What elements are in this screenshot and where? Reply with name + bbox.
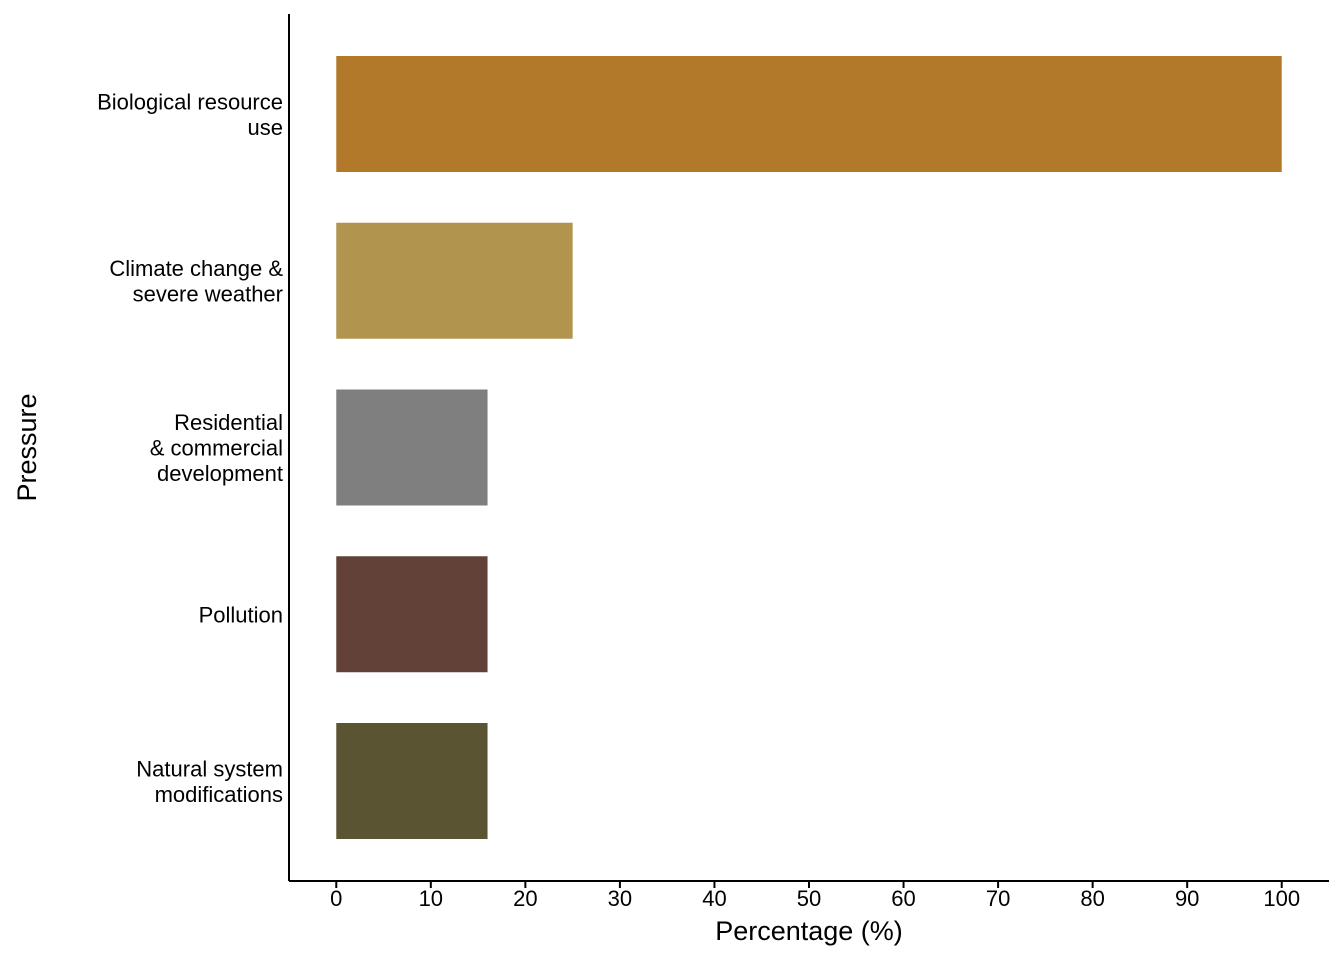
x-tick-label-90: 90 [1175, 886, 1199, 911]
bar-residential-and-commercial-development [336, 389, 488, 506]
x-tick-label-50: 50 [797, 886, 821, 911]
y-tick-label-line: Pollution [199, 602, 283, 627]
y-tick-label-line: Climate change & [109, 256, 283, 281]
x-tick-label-10: 10 [419, 886, 443, 911]
y-tick-label-line: Residential [174, 410, 283, 435]
bar-climate-change-and-severe-weather [336, 222, 573, 339]
bars-layer [336, 56, 1282, 839]
bar-natural-system-modifications [336, 723, 488, 839]
y-tick-label-line: development [157, 461, 283, 486]
x-tick-labels: 0 10 20 30 40 50 60 70 80 90 100 [330, 881, 1300, 911]
y-tick-label-natural-system-modifications: Natural system modifications [136, 756, 283, 807]
x-tick-label-60: 60 [891, 886, 915, 911]
y-tick-label-line: Natural system [136, 756, 283, 781]
x-tick-label-100: 100 [1263, 886, 1300, 911]
y-axis-title: Pressure [12, 393, 42, 501]
bar-biological-resource-use [336, 56, 1282, 172]
y-tick-label-line: Biological resource [97, 89, 283, 114]
y-tick-labels: Biological resource use Climate change & se… [97, 89, 283, 807]
y-tick-label-line: modifications [155, 782, 283, 807]
x-tick-label-80: 80 [1080, 886, 1104, 911]
y-tick-label-line: use [248, 115, 283, 140]
x-tick-label-40: 40 [702, 886, 726, 911]
x-tick-label-20: 20 [513, 886, 537, 911]
y-tick-label-residential-and-commercial-development: Residential & commercial development [150, 410, 283, 486]
y-tick-label-pollution: Pollution [199, 602, 283, 627]
bar-pollution [336, 556, 488, 673]
y-tick-label-line: & commercial [150, 436, 283, 461]
y-tick-label-climate-change-and-severe-weather: Climate change & severe weather [109, 256, 283, 307]
x-tick-label-0: 0 [330, 886, 342, 911]
y-tick-label-line: severe weather [133, 282, 283, 307]
x-axis-title: Percentage (%) [715, 916, 903, 946]
y-tick-label-biological-resource-use: Biological resource use [97, 89, 283, 140]
x-tick-label-30: 30 [608, 886, 632, 911]
x-tick-label-70: 70 [986, 886, 1010, 911]
